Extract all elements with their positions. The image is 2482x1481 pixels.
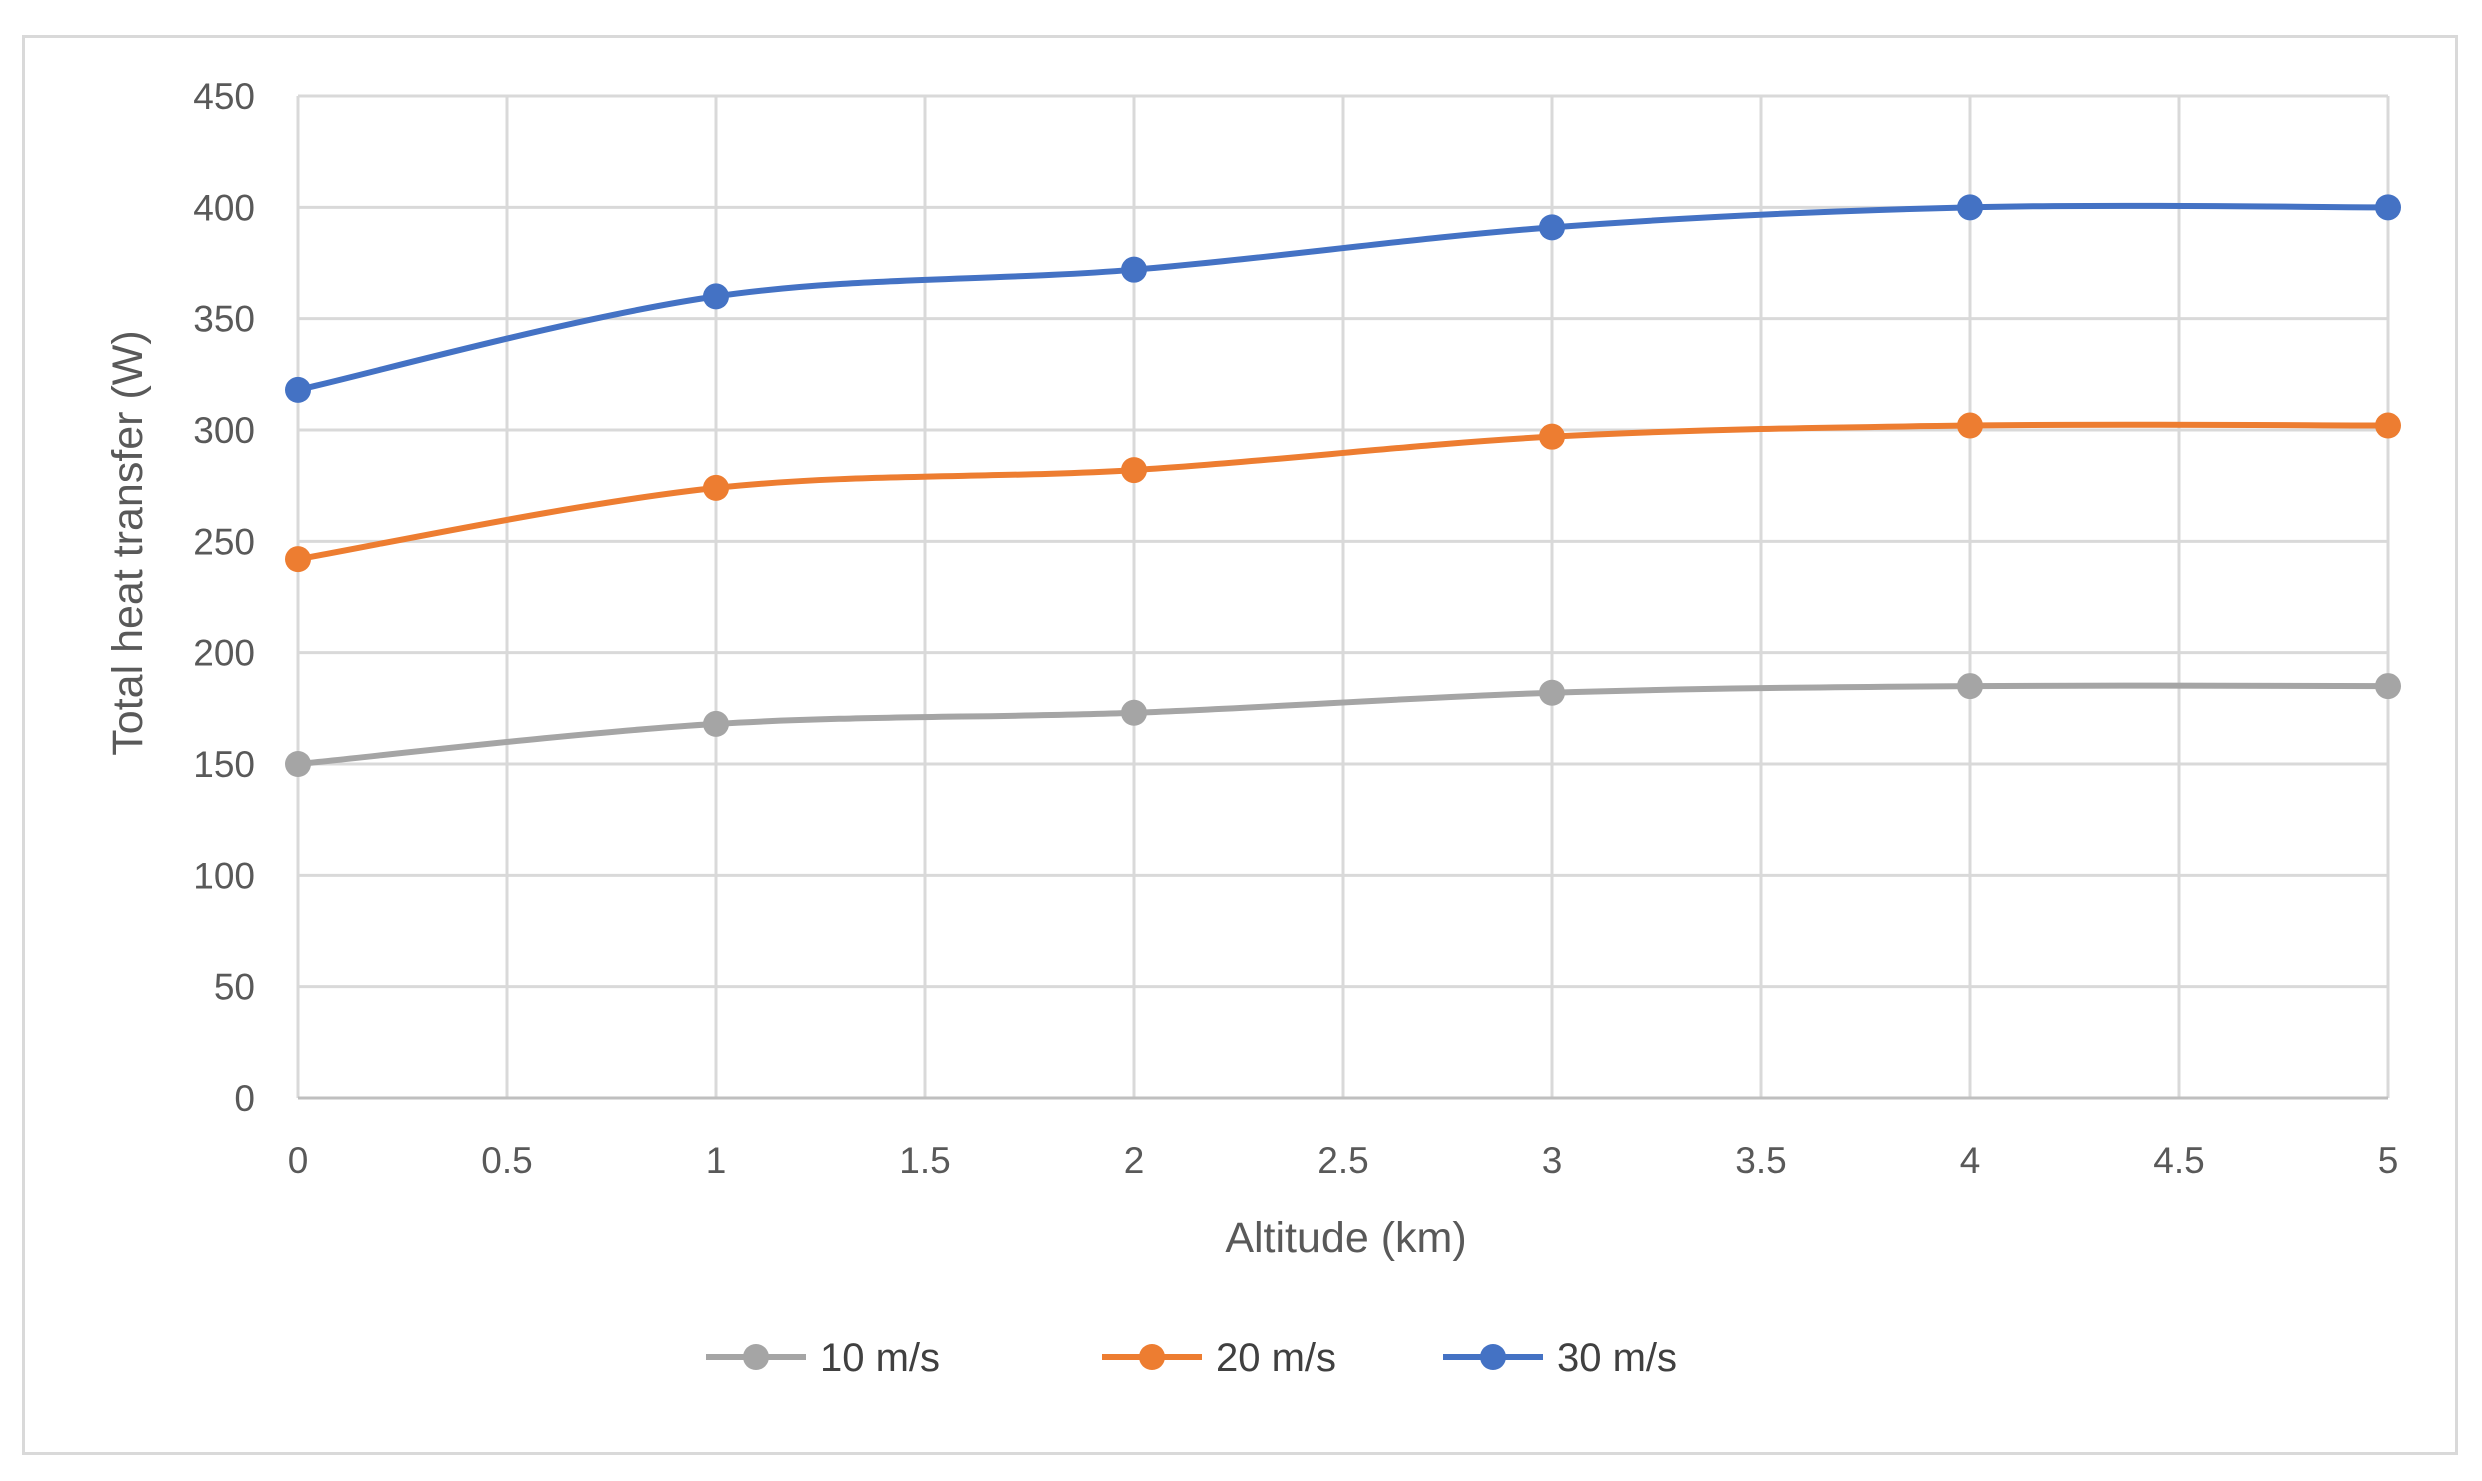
y-tick-label: 100	[193, 855, 255, 896]
data-point-30-m-s	[703, 283, 729, 310]
data-point-10-m-s	[1539, 679, 1565, 706]
data-point-30-m-s	[2375, 194, 2401, 221]
data-point-20-m-s	[703, 474, 729, 501]
legend-label-20-m-s: 20 m/s	[1216, 1336, 1336, 1380]
data-point-20-m-s	[285, 546, 311, 573]
legend-marker-20-m-s	[1139, 1344, 1165, 1370]
chart-frame	[22, 35, 2458, 1455]
x-tick-label: 0.5	[481, 1140, 532, 1181]
y-axis-ticks: 0 50 100 150 200 250 300 350 400 450	[193, 76, 255, 1119]
x-tick-label: 5	[2378, 1140, 2399, 1181]
y-tick-label: 400	[193, 187, 255, 228]
y-tick-label: 150	[193, 744, 255, 785]
data-point-20-m-s	[2375, 412, 2401, 439]
x-tick-label: 2	[1124, 1140, 1145, 1181]
y-tick-label: 300	[193, 410, 255, 451]
y-tick-label: 50	[214, 967, 255, 1008]
x-tick-label: 3.5	[1735, 1140, 1786, 1181]
data-point-20-m-s	[1539, 423, 1565, 450]
legend-marker-10-m-s	[743, 1344, 769, 1370]
data-point-10-m-s	[285, 751, 311, 777]
x-tick-label: 4	[1960, 1140, 1981, 1181]
x-tick-label: 2.5	[1317, 1140, 1368, 1181]
series-group	[285, 194, 2401, 777]
data-point-30-m-s	[1539, 214, 1565, 241]
data-point-30-m-s	[1957, 194, 1983, 221]
data-point-10-m-s	[1121, 699, 1147, 726]
series-line-30-m-s	[297, 202, 2389, 393]
series-line-10-m-s	[297, 682, 2389, 767]
y-tick-label: 350	[193, 299, 255, 340]
data-point-20-m-s	[1121, 457, 1147, 484]
x-tick-label: 1.5	[899, 1140, 950, 1181]
legend-marker-30-m-s	[1480, 1344, 1506, 1370]
data-point-30-m-s	[285, 376, 311, 403]
y-tick-label: 450	[193, 76, 255, 117]
legend-label-10-m-s: 10 m/s	[820, 1336, 940, 1380]
x-tick-label: 1	[706, 1140, 727, 1181]
data-point-30-m-s	[1121, 256, 1147, 283]
data-point-10-m-s	[1957, 673, 1983, 700]
x-tick-label: 0	[288, 1140, 309, 1181]
x-axis-ticks: 0 0.5 1 1.5 2 2.5 3 3.5 4 4.5 5	[288, 1140, 2399, 1181]
y-tick-label: 250	[193, 521, 255, 562]
x-tick-label: 4.5	[2153, 1140, 2204, 1181]
y-axis-title: Total heat transfer (W)	[104, 330, 152, 755]
data-point-10-m-s	[703, 710, 729, 737]
legend-label-30-m-s: 30 m/s	[1557, 1336, 1677, 1380]
legend: 10 m/s 20 m/s 30 m/s	[706, 1336, 1677, 1380]
x-axis-title: Altitude (km)	[1225, 1214, 1466, 1262]
y-tick-label: 0	[234, 1078, 255, 1119]
series-line-20-m-s	[297, 421, 2389, 563]
data-point-10-m-s	[2375, 673, 2401, 700]
data-point-20-m-s	[1957, 412, 1983, 439]
x-tick-label: 3	[1542, 1140, 1563, 1181]
y-tick-label: 200	[193, 633, 255, 674]
